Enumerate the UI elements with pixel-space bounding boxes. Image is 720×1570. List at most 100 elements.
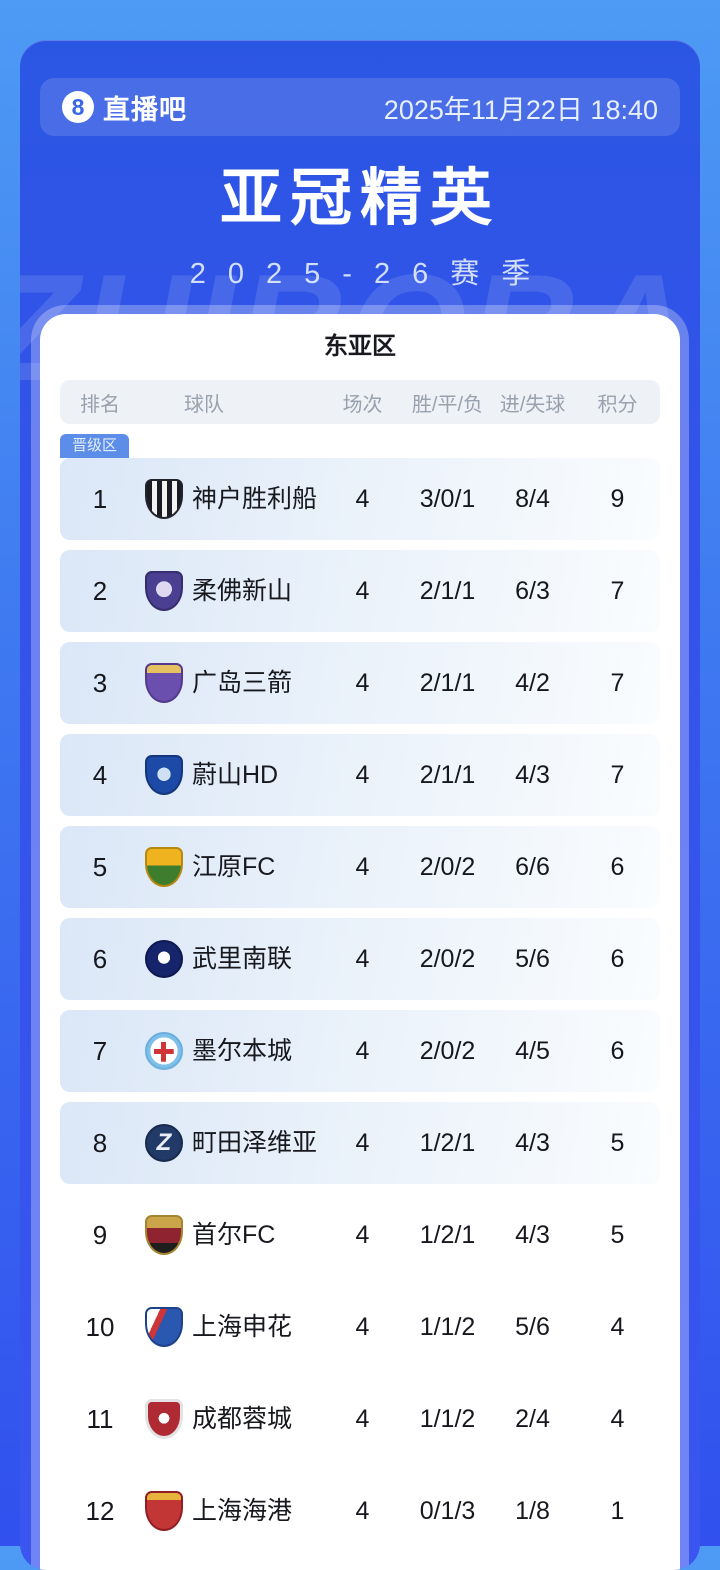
table-row[interactable]: 10 上海申花 4 1/1/2 5/6 4 bbox=[60, 1286, 660, 1368]
standings-rows: 晋级区 1 神户胜利船 4 3/0/1 8/4 9 2 柔佛新山 4 2/1/1… bbox=[60, 434, 660, 1552]
fc-seoul-crest bbox=[145, 1215, 183, 1256]
rank-value: 9 bbox=[92, 1219, 108, 1250]
col-points: 积分 bbox=[597, 393, 638, 416]
played-value: 4 bbox=[355, 484, 370, 513]
points-value: 6 bbox=[610, 1036, 625, 1065]
team-name: 墨尔本城 bbox=[192, 1036, 293, 1065]
table-row[interactable]: 12 上海海港 4 0/1/3 1/8 1 bbox=[60, 1470, 660, 1552]
goals-for-against-value: 4/3 bbox=[515, 1220, 550, 1249]
col-wdl: 胜/平/负 bbox=[411, 393, 484, 416]
win-draw-loss-value: 2/1/1 bbox=[419, 760, 476, 789]
header-bar: 8 直播吧 2025年11月22日 18:40 bbox=[40, 78, 680, 136]
rank-value: 2 bbox=[92, 575, 108, 606]
team-name: 江原FC bbox=[192, 852, 276, 881]
win-draw-loss-value: 2/0/2 bbox=[419, 1036, 476, 1065]
played-value: 4 bbox=[355, 1312, 370, 1341]
table-row[interactable]: 1 神户胜利船 4 3/0/1 8/4 9 bbox=[60, 458, 660, 541]
team-name: 武里南联 bbox=[192, 944, 293, 973]
col-team: 球队 bbox=[184, 393, 224, 416]
points-value: 1 bbox=[610, 1496, 625, 1525]
team-name: 首尔FC bbox=[192, 1220, 276, 1249]
table-row[interactable]: 11 成都蓉城 4 1/1/2 2/4 4 bbox=[60, 1378, 660, 1460]
played-value: 4 bbox=[355, 852, 370, 881]
goals-for-against-value: 6/6 bbox=[515, 852, 550, 881]
team-name: 柔佛新山 bbox=[192, 576, 293, 605]
points-value: 7 bbox=[610, 760, 625, 789]
win-draw-loss-value: 2/1/1 bbox=[419, 576, 476, 605]
played-value: 4 bbox=[355, 1496, 370, 1525]
table-row[interactable]: 5 江原FC 4 2/0/2 6/6 6 bbox=[60, 826, 660, 909]
rank-value: 1 bbox=[92, 483, 108, 514]
table-row[interactable]: 6 武里南联 4 2/0/2 5/6 6 bbox=[60, 918, 660, 1001]
win-draw-loss-value: 3/0/1 bbox=[419, 484, 476, 513]
points-value: 7 bbox=[610, 576, 625, 605]
region-title: 东亚区 bbox=[324, 333, 396, 361]
table-row[interactable]: 7 墨尔本城 4 2/0/2 4/5 6 bbox=[60, 1010, 660, 1093]
team-name: 广岛三箭 bbox=[192, 668, 293, 697]
points-value: 4 bbox=[610, 1312, 625, 1341]
table-row[interactable]: 2 柔佛新山 4 2/1/1 6/3 7 bbox=[60, 550, 660, 633]
table-row[interactable]: 3 广岛三箭 4 2/1/1 4/2 7 bbox=[60, 642, 660, 725]
rank-value: 12 bbox=[85, 1495, 115, 1526]
played-value: 4 bbox=[355, 1404, 370, 1433]
played-value: 4 bbox=[355, 1128, 370, 1157]
page-title: 亚冠精英 bbox=[219, 164, 500, 233]
melbourne-city-crest bbox=[145, 1032, 183, 1071]
poster-card: ZHIBOBA 8 直播吧 2025年11月22日 18:40 亚冠精英 202… bbox=[20, 40, 700, 1570]
brand-name: 直播吧 bbox=[103, 94, 187, 125]
points-value: 5 bbox=[610, 1128, 625, 1157]
played-value: 4 bbox=[355, 760, 370, 789]
standings-card: 东亚区 排名 球队 场次 胜/平/负 进/失球 积分 晋级区 1 神户胜利船 4… bbox=[40, 314, 680, 1570]
machida-zelvia-crest bbox=[145, 1124, 183, 1163]
ulsan-hd-crest bbox=[145, 755, 183, 796]
played-value: 4 bbox=[355, 576, 370, 605]
rank-value: 8 bbox=[92, 1127, 108, 1158]
gangwon-fc-crest bbox=[145, 847, 183, 888]
points-value: 5 bbox=[610, 1220, 625, 1249]
goals-for-against-value: 4/3 bbox=[515, 1128, 550, 1157]
team-name: 上海申花 bbox=[192, 1312, 293, 1341]
table-column-header: 排名 球队 场次 胜/平/负 进/失球 积分 bbox=[60, 380, 660, 425]
team-name: 蔚山HD bbox=[192, 760, 279, 789]
buriram-united-crest bbox=[145, 940, 183, 979]
points-value: 4 bbox=[610, 1404, 625, 1433]
goals-for-against-value: 2/4 bbox=[515, 1404, 550, 1433]
win-draw-loss-value: 1/2/1 bbox=[419, 1128, 476, 1157]
rank-value: 6 bbox=[92, 943, 108, 974]
rank-value: 5 bbox=[92, 851, 108, 882]
points-value: 6 bbox=[610, 944, 625, 973]
goals-for-against-value: 8/4 bbox=[515, 484, 550, 513]
col-goals: 进/失球 bbox=[499, 393, 566, 416]
rank-value: 10 bbox=[85, 1311, 115, 1342]
table-row[interactable]: 9 首尔FC 4 1/2/1 4/3 5 bbox=[60, 1194, 660, 1276]
played-value: 4 bbox=[355, 1220, 370, 1249]
datetime-label: 2025年11月22日 18:40 bbox=[383, 94, 658, 125]
col-played: 场次 bbox=[342, 393, 383, 416]
win-draw-loss-value: 2/0/2 bbox=[419, 852, 476, 881]
team-name: 成都蓉城 bbox=[192, 1404, 293, 1433]
rank-value: 4 bbox=[92, 759, 108, 790]
team-name: 上海海港 bbox=[192, 1496, 293, 1525]
season-subtitle: 2025-26赛季 bbox=[189, 258, 553, 291]
brand-logo: 8 直播吧 bbox=[62, 88, 187, 127]
goals-for-against-value: 1/8 bbox=[515, 1496, 550, 1525]
team-name: 神户胜利船 bbox=[192, 484, 318, 513]
win-draw-loss-value: 1/2/1 bbox=[419, 1220, 476, 1249]
table-row[interactable]: 4 蔚山HD 4 2/1/1 4/3 7 bbox=[60, 734, 660, 817]
table-row[interactable]: 8 町田泽维亚 4 1/2/1 4/3 5 bbox=[60, 1102, 660, 1185]
points-value: 7 bbox=[610, 668, 625, 697]
johor-darul-tazim-crest bbox=[145, 571, 183, 612]
vissel-kobe-crest bbox=[145, 479, 183, 520]
shanghai-shenhua-crest bbox=[145, 1307, 183, 1348]
played-value: 4 bbox=[355, 668, 370, 697]
zhibo8-ball-icon: 8 bbox=[62, 91, 94, 123]
shanghai-port-crest bbox=[145, 1491, 183, 1532]
win-draw-loss-value: 1/1/2 bbox=[419, 1404, 476, 1433]
goals-for-against-value: 6/3 bbox=[515, 576, 550, 605]
qualification-zone-badge: 晋级区 bbox=[60, 434, 130, 459]
col-rank: 排名 bbox=[80, 393, 120, 416]
played-value: 4 bbox=[355, 1036, 370, 1065]
win-draw-loss-value: 2/0/2 bbox=[419, 944, 476, 973]
goals-for-against-value: 4/5 bbox=[515, 1036, 550, 1065]
goals-for-against-value: 4/2 bbox=[515, 668, 550, 697]
